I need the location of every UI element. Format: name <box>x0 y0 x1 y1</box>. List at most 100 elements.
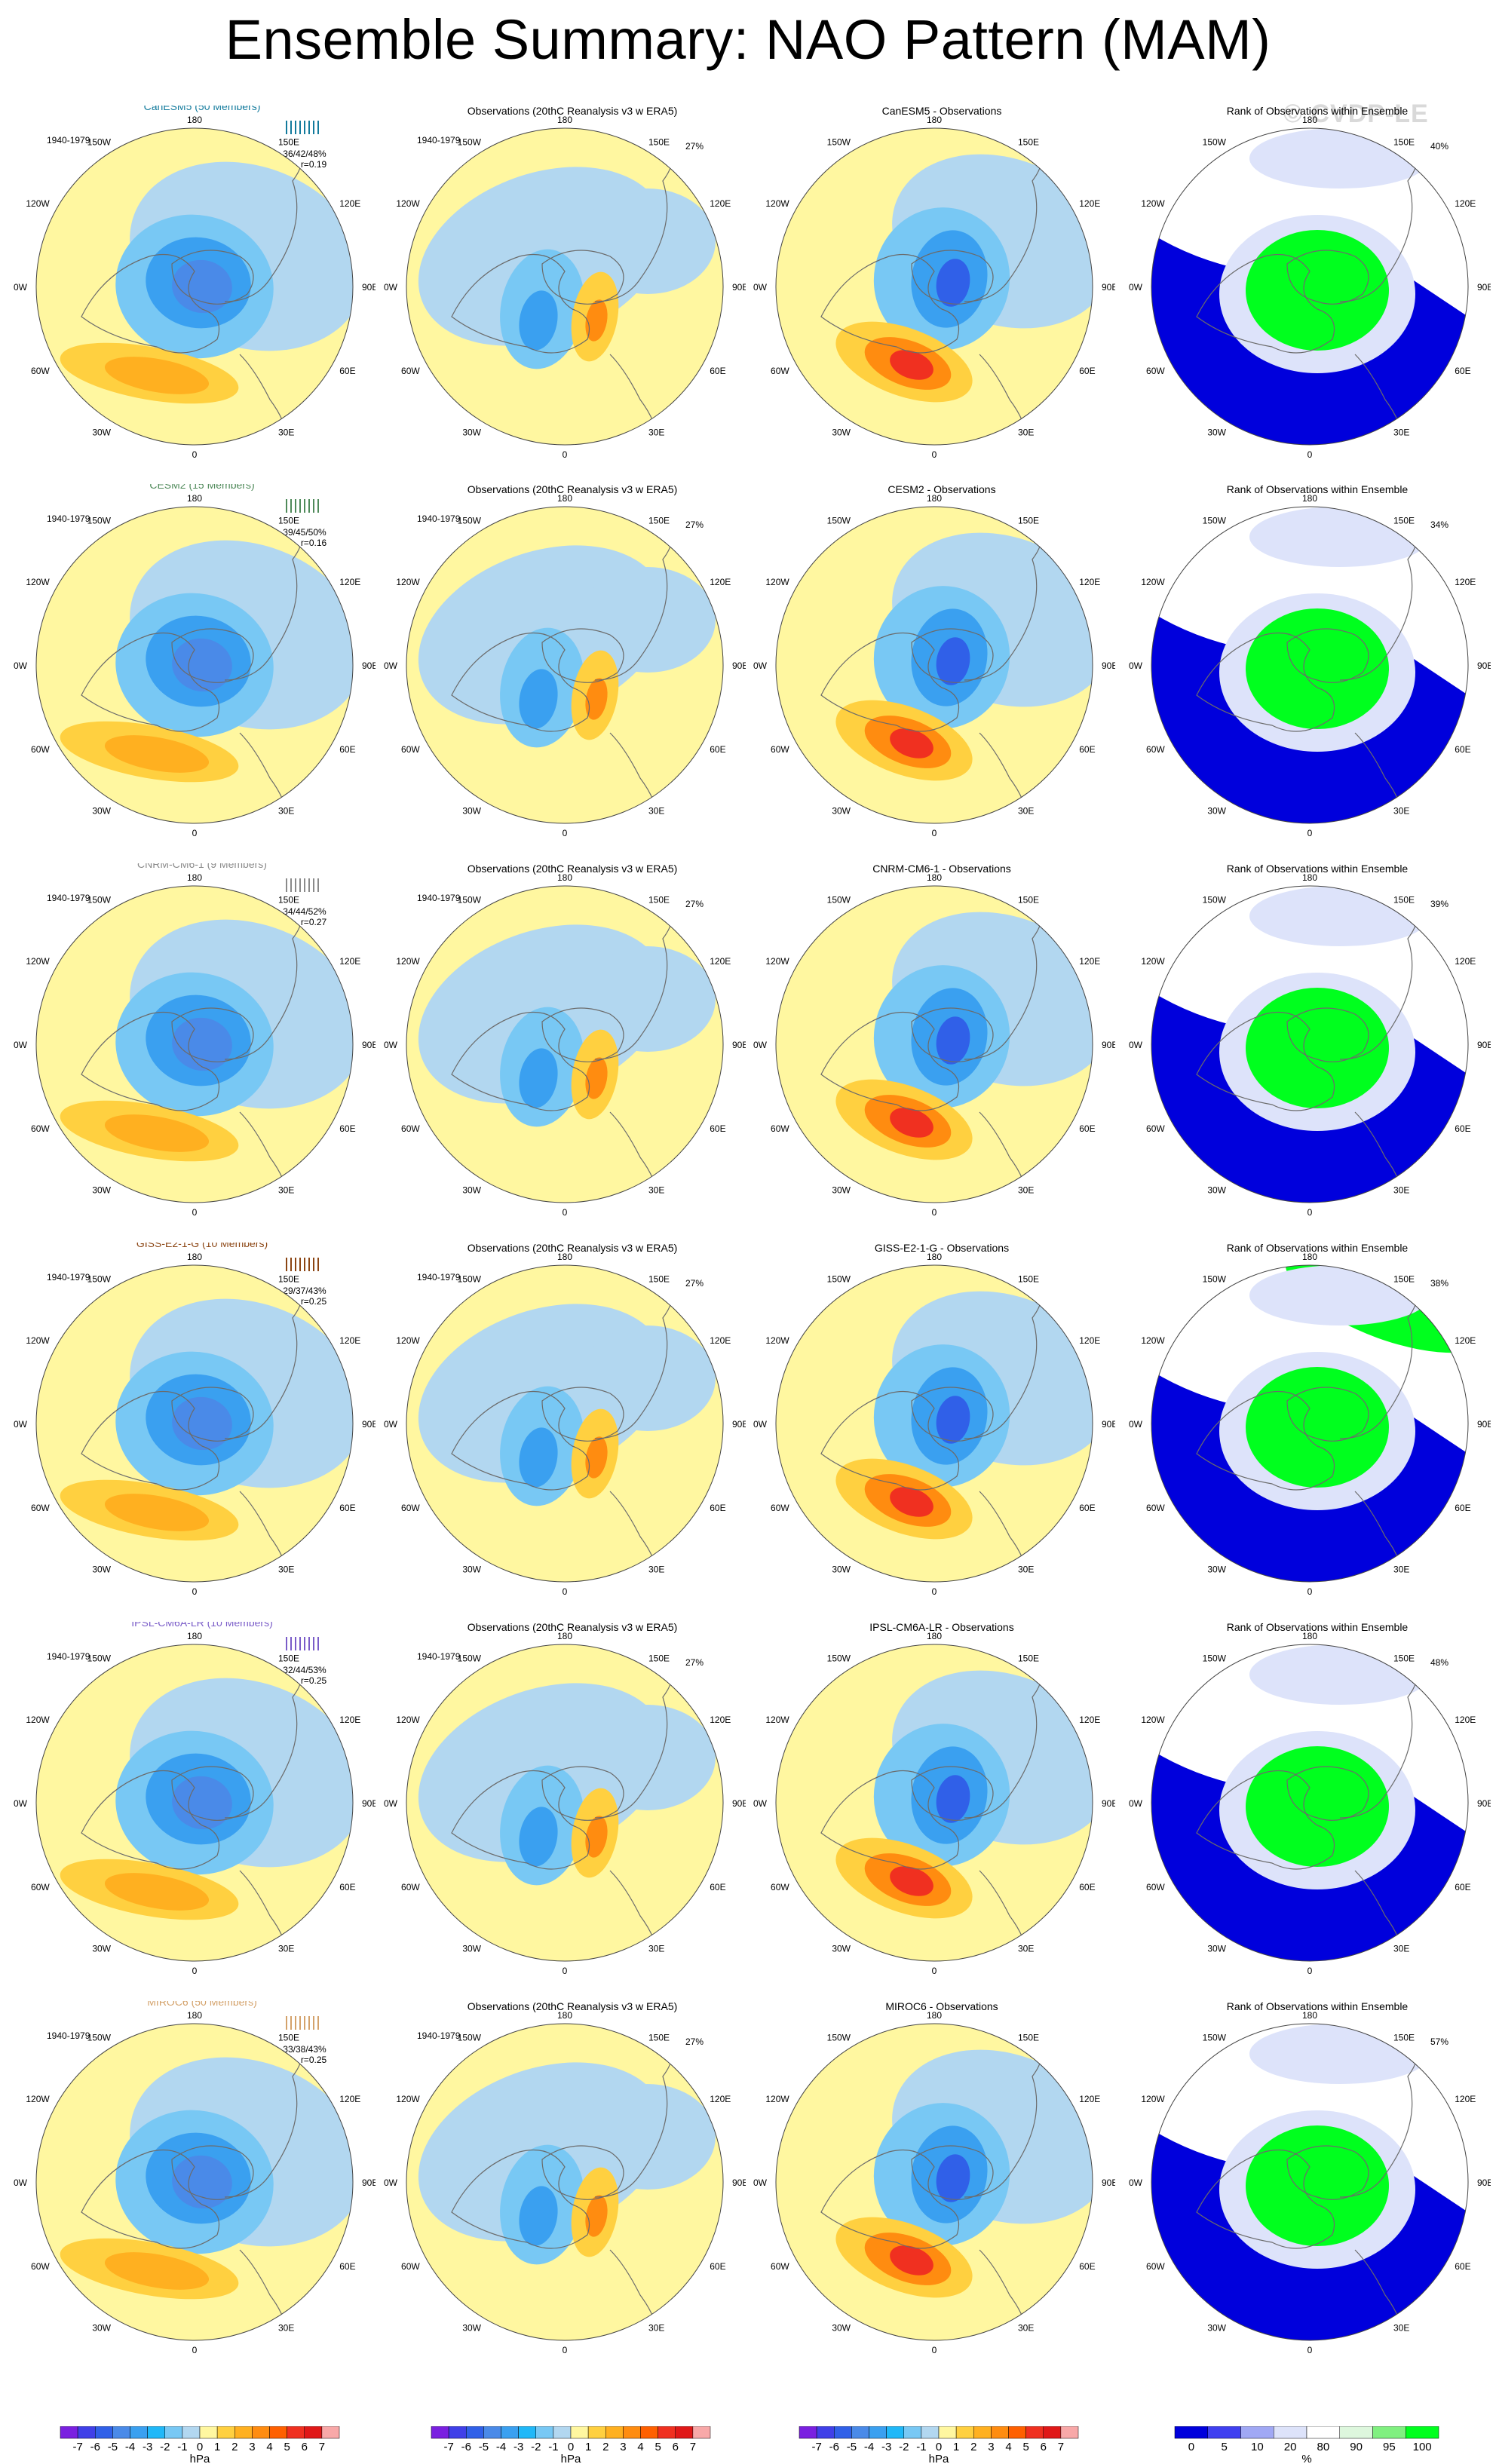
longitude-label: 60E <box>710 1882 725 1892</box>
longitude-label: 150E <box>278 137 299 148</box>
longitude-label: 30W <box>832 805 851 816</box>
longitude-label: 120W <box>765 1715 789 1725</box>
longitude-label: 90E <box>362 1040 376 1050</box>
longitude-label: 150E <box>648 1653 670 1664</box>
colorbar-swatch <box>623 2426 641 2439</box>
positive-anomaly-center <box>585 299 608 342</box>
north-america-outline <box>1196 2149 1335 2249</box>
longitude-label: 90E <box>362 1419 376 1430</box>
longitude-label: 120E <box>1079 1335 1100 1346</box>
rank-percent: 57% <box>1430 2036 1448 2047</box>
longitude-label: 30W <box>832 1943 851 1954</box>
longitude-label: 180 <box>1302 872 1317 883</box>
high-rank-region <box>1246 230 1389 351</box>
longitude-label: 150W <box>1203 1274 1227 1285</box>
longitude-label: 150W <box>87 516 112 526</box>
map-border <box>775 506 1093 824</box>
map-panel-obs-2: Observations (20thC Reanalysis v3 w ERA5… <box>384 863 746 1218</box>
colorbar-swatch <box>886 2426 904 2439</box>
positive-anomaly-center <box>104 357 210 394</box>
longitude-label: 120E <box>710 956 731 967</box>
longitude-label: 180 <box>187 872 202 883</box>
longitude-label: 30E <box>1393 805 1409 816</box>
difference-title: CESM2 - Observations <box>887 484 995 495</box>
map-panel-model-1: CESM2 (15 Members) 1940-1979 39/45/50%r=0.… <box>14 484 376 838</box>
longitude-label: 0 <box>192 828 198 838</box>
greenland-outline <box>541 628 624 683</box>
longitude-label: 180 <box>557 1252 572 1262</box>
longitude-label: 30W <box>92 1184 111 1195</box>
colorbar-swatch <box>640 2426 658 2439</box>
longitude-label: 30E <box>648 805 664 816</box>
longitude-label: 150E <box>1018 1274 1039 1285</box>
colorbar-swatch <box>658 2426 676 2439</box>
colorbar-swatch <box>252 2426 270 2439</box>
pc-variance-stats: 29/37/43% <box>283 1286 326 1296</box>
longitude-label: 60W <box>771 1882 789 1892</box>
greenland-outline <box>541 1766 624 1821</box>
longitude-label: 30E <box>278 1184 294 1195</box>
pct-colorbar: 0 5 10 20 80 90 95 100% <box>1174 2426 1439 2464</box>
colorbar-swatch <box>921 2426 940 2439</box>
longitude-label: 60E <box>710 1123 725 1134</box>
longitude-label: 150E <box>1393 516 1415 526</box>
longitude-label: 30E <box>278 1564 294 1574</box>
negative-anomaly-peak <box>936 2154 970 2202</box>
map-border <box>35 506 354 824</box>
longitude-label: 0 <box>563 1586 568 1597</box>
period-label: 1940-1979 <box>417 2030 461 2041</box>
longitude-label: 30E <box>1393 1564 1409 1574</box>
greenland-outline <box>171 628 254 683</box>
longitude-label: 150E <box>1393 895 1415 906</box>
longitude-label: 90E <box>1102 1040 1115 1050</box>
longitude-label: 150E <box>278 1274 299 1285</box>
colorbar-swatch <box>955 2426 974 2439</box>
positive-anomaly-center <box>104 1494 210 1531</box>
positive-anomaly-center <box>104 1114 210 1152</box>
longitude-label: 30E <box>278 805 294 816</box>
longitude-label: 30E <box>1018 427 1034 437</box>
longitude-label: 90W <box>384 660 398 671</box>
longitude-label: 60W <box>1146 1123 1165 1134</box>
longitude-label: 30W <box>92 1564 111 1574</box>
longitude-label: 150E <box>648 137 670 148</box>
north-america-outline <box>1196 1011 1335 1111</box>
map-panel-rank-4: Rank of Observations within Ensemble 48% 1… <box>1129 1622 1491 1976</box>
map-border <box>1151 1644 1469 1962</box>
longitude-label: 120E <box>339 956 360 967</box>
map-border <box>406 1644 724 1962</box>
longitude-label: 90E <box>732 1419 746 1430</box>
longitude-label: 150E <box>1393 2033 1415 2043</box>
longitude-label: 60E <box>1455 1503 1470 1513</box>
colorbar-unit: hPa <box>929 2453 949 2464</box>
longitude-label: 60W <box>31 1123 50 1134</box>
colorbar-swatch <box>799 2426 817 2439</box>
longitude-label: 0 <box>1307 1966 1313 1976</box>
observations-title: Observations (20thC Reanalysis v3 w ERA5… <box>468 484 678 495</box>
rank-percent: 34% <box>1430 519 1448 530</box>
colorbar-swatch <box>304 2426 323 2439</box>
colorbar-swatch <box>1008 2426 1026 2439</box>
colorbar-swatch <box>1274 2426 1307 2439</box>
longitude-label: 120W <box>1141 198 1165 209</box>
longitude-label: 150E <box>1018 516 1039 526</box>
longitude-label: 60W <box>771 366 789 376</box>
longitude-label: 30E <box>1018 1564 1034 1574</box>
map-panel-model-0: CanESM5 (50 Members) 1940-1979 36/42/48%r=… <box>14 106 376 460</box>
longitude-label: 30W <box>1207 1564 1226 1574</box>
positive-anomaly-center <box>890 2245 933 2276</box>
longitude-label: 90E <box>732 2177 746 2188</box>
longitude-label: 120E <box>1079 2094 1100 2104</box>
longitude-label: 150E <box>1018 1653 1039 1664</box>
longitude-label: 30W <box>1207 1184 1226 1195</box>
longitude-label: 0 <box>1307 449 1313 460</box>
north-america-outline <box>451 1770 590 1870</box>
greenland-outline <box>1286 1766 1369 1821</box>
longitude-label: 30W <box>462 805 481 816</box>
longitude-label: 60E <box>1079 1503 1095 1513</box>
period-label: 1940-1979 <box>47 135 90 146</box>
rank-title: Rank of Observations within Ensemble <box>1227 863 1409 875</box>
map-panel-obs-4: Observations (20thC Reanalysis v3 w ERA5… <box>384 1622 746 1976</box>
longitude-label: 90W <box>384 282 398 293</box>
